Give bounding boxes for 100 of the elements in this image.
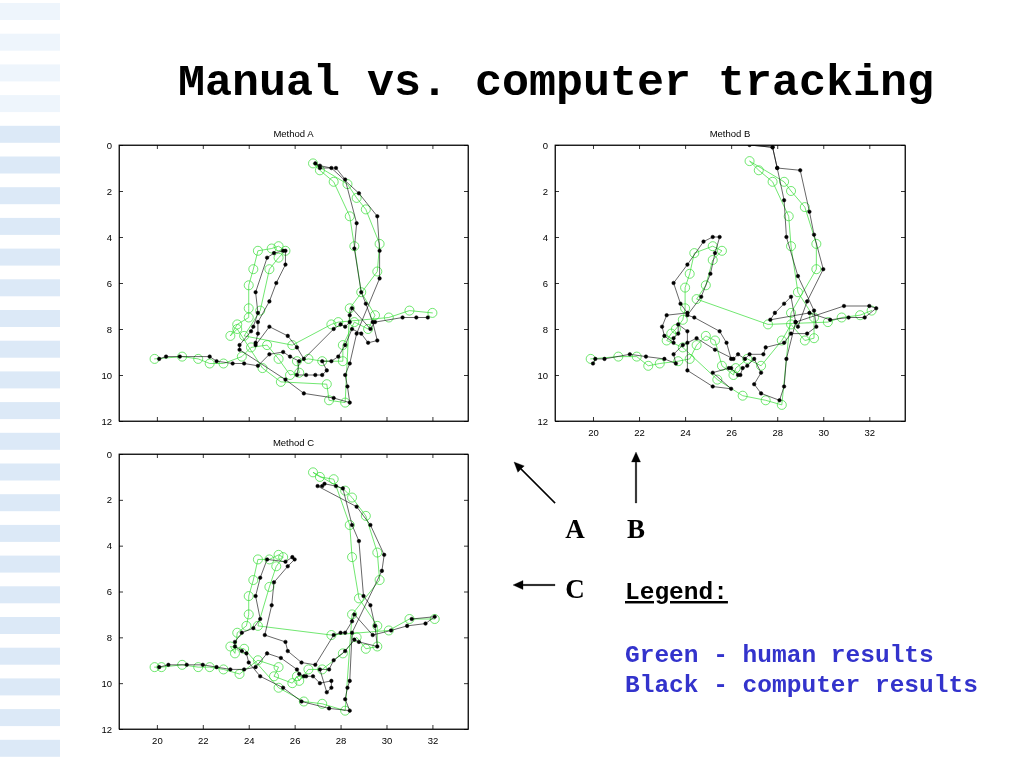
point — [429, 614, 440, 624]
point — [677, 314, 688, 325]
point — [786, 308, 796, 318]
point — [239, 331, 249, 341]
point — [287, 340, 298, 350]
point — [204, 358, 215, 369]
point — [338, 356, 348, 367]
point — [315, 472, 325, 482]
point — [661, 335, 672, 346]
point — [344, 303, 355, 314]
point — [689, 248, 700, 258]
point — [360, 643, 371, 654]
point — [691, 294, 702, 304]
point — [264, 554, 275, 565]
point — [321, 379, 332, 390]
point — [786, 319, 796, 330]
point — [340, 485, 351, 496]
chart-title: Method C — [272, 437, 315, 448]
point — [294, 367, 305, 378]
point — [243, 280, 254, 291]
point — [278, 552, 289, 562]
text: Green - human results — [625, 642, 934, 669]
point — [232, 627, 243, 638]
point — [737, 390, 748, 401]
point — [372, 547, 383, 558]
point — [303, 664, 314, 675]
point — [717, 360, 727, 371]
point — [786, 186, 796, 196]
x-tick-label: 26 — [289, 734, 301, 746]
y-tick-label: 10 — [537, 369, 548, 381]
x-tick-label: 24 — [243, 734, 255, 746]
point — [328, 474, 339, 485]
y-tick-label: 2 — [106, 494, 112, 506]
point — [253, 655, 263, 666]
x-tick-label: 32 — [427, 734, 439, 746]
point — [248, 264, 259, 275]
point — [673, 356, 684, 367]
point — [823, 317, 833, 327]
point — [149, 354, 160, 364]
point — [338, 648, 348, 659]
point — [338, 340, 348, 350]
point — [264, 264, 275, 275]
point — [303, 354, 314, 364]
point — [783, 211, 794, 222]
y-tick-label: 0 — [106, 448, 112, 460]
text: Legend: — [625, 579, 728, 606]
point — [273, 241, 284, 252]
point — [285, 370, 295, 380]
x-tick-label: 26 — [726, 426, 737, 438]
point — [763, 319, 773, 330]
point — [717, 245, 727, 256]
point — [287, 678, 298, 689]
point — [680, 303, 690, 314]
point — [234, 669, 245, 679]
y-tick-label: 10 — [101, 677, 112, 689]
point — [149, 662, 160, 672]
point — [677, 342, 688, 353]
x-tick-label: 22 — [198, 734, 209, 746]
point — [370, 310, 380, 321]
point — [347, 609, 357, 620]
point — [372, 266, 383, 277]
point — [712, 374, 723, 385]
point — [269, 671, 279, 682]
y-tick-label: 10 — [101, 369, 112, 381]
point — [666, 328, 677, 339]
point — [218, 358, 229, 369]
point — [793, 287, 803, 298]
text: B — [626, 514, 646, 544]
point — [253, 621, 263, 631]
point — [273, 252, 284, 263]
point — [248, 575, 259, 585]
x-tick-label: 20 — [152, 734, 163, 746]
text: Manual vs. computer tracking — [178, 58, 935, 109]
point — [360, 204, 371, 215]
point — [292, 671, 302, 682]
x-tick-label: 28 — [335, 734, 347, 746]
point — [776, 400, 787, 410]
point — [684, 354, 695, 364]
point — [156, 662, 167, 672]
point — [236, 351, 247, 362]
point — [273, 682, 284, 693]
point — [255, 305, 266, 316]
point — [347, 492, 357, 503]
point — [347, 552, 357, 562]
point — [707, 241, 718, 252]
point — [349, 241, 360, 252]
x-tick-label: 30 — [381, 734, 393, 746]
text: C — [565, 574, 585, 604]
point — [344, 211, 355, 222]
y-tick-label: 6 — [106, 277, 112, 289]
point — [710, 335, 720, 346]
point — [243, 303, 254, 314]
y-tick-label: 0 — [542, 139, 548, 151]
point — [809, 333, 819, 344]
point — [315, 165, 325, 176]
point — [241, 621, 252, 631]
point — [232, 319, 243, 330]
text: Black - computer results — [625, 672, 978, 699]
point — [340, 705, 351, 716]
point — [328, 176, 339, 187]
